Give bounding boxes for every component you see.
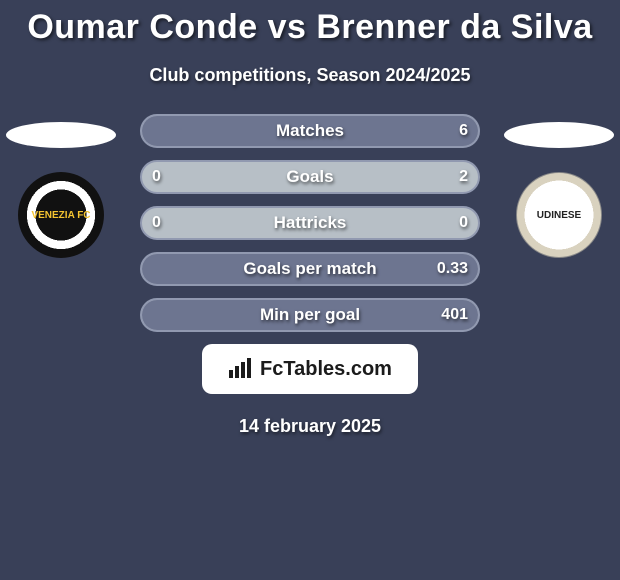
stat-label: Goals per match — [243, 259, 376, 279]
team-badge-right-label: UDINESE — [537, 210, 581, 221]
stat-value-right: 2 — [459, 168, 468, 186]
stat-label: Hattricks — [274, 213, 347, 233]
stat-row: 0 Goals 2 — [140, 160, 480, 194]
snapshot-date: 14 february 2025 — [0, 416, 620, 437]
stat-label: Min per goal — [260, 305, 360, 325]
subtitle: Club competitions, Season 2024/2025 — [0, 65, 620, 86]
stat-value-right: 0 — [459, 214, 468, 232]
team-badge-left-label: VENEZIA FC — [31, 210, 90, 221]
stat-label: Goals — [286, 167, 333, 187]
stat-label: Matches — [276, 121, 344, 141]
team-badge-left: VENEZIA FC — [18, 172, 104, 258]
stat-row: Goals per match 0.33 — [140, 252, 480, 286]
stat-value-left: 0 — [152, 168, 161, 186]
team-badge-right: UDINESE — [516, 172, 602, 258]
comparison-panel: VENEZIA FC UDINESE Matches 6 0 Goals 2 0 Hattr… — [0, 114, 620, 437]
stat-value-right: 0.33 — [437, 260, 468, 278]
bars-icon — [228, 358, 254, 380]
stat-row: 0 Hattricks 0 — [140, 206, 480, 240]
page-title: Oumar Conde vs Brenner da Silva — [0, 0, 620, 47]
stat-row: Matches 6 — [140, 114, 480, 148]
stat-row: Min per goal 401 — [140, 298, 480, 332]
stat-value-right: 401 — [441, 306, 468, 324]
player-right-ellipse — [504, 122, 614, 148]
site-logo: FcTables.com — [202, 344, 418, 394]
site-logo-text: FcTables.com — [260, 358, 392, 381]
player-left-ellipse — [6, 122, 116, 148]
stat-value-left: 0 — [152, 214, 161, 232]
stats-rows: Matches 6 0 Goals 2 0 Hattricks 0 Goals per matc… — [140, 114, 480, 332]
stat-value-right: 6 — [459, 122, 468, 140]
